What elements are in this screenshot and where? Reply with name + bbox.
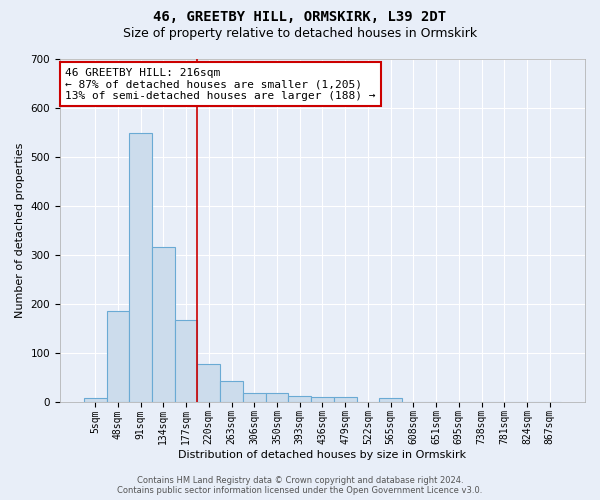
Text: Contains HM Land Registry data © Crown copyright and database right 2024.
Contai: Contains HM Land Registry data © Crown c… [118,476,482,495]
Bar [220,380,243,402]
Bar [334,396,356,402]
Y-axis label: Number of detached properties: Number of detached properties [15,142,25,318]
Text: Size of property relative to detached houses in Ormskirk: Size of property relative to detached ho… [123,28,477,40]
Bar [197,364,220,402]
Bar [84,398,107,402]
Bar [107,311,129,402]
Bar [129,134,152,402]
Text: 46 GREETBY HILL: 216sqm
← 87% of detached houses are smaller (1,205)
13% of semi: 46 GREETBY HILL: 216sqm ← 87% of detache… [65,68,376,101]
X-axis label: Distribution of detached houses by size in Ormskirk: Distribution of detached houses by size … [178,450,467,460]
Bar [266,393,289,402]
Bar [243,393,266,402]
Bar [175,320,197,402]
Text: 46, GREETBY HILL, ORMSKIRK, L39 2DT: 46, GREETBY HILL, ORMSKIRK, L39 2DT [154,10,446,24]
Bar [379,398,402,402]
Bar [311,396,334,402]
Bar [152,248,175,402]
Bar [289,396,311,402]
